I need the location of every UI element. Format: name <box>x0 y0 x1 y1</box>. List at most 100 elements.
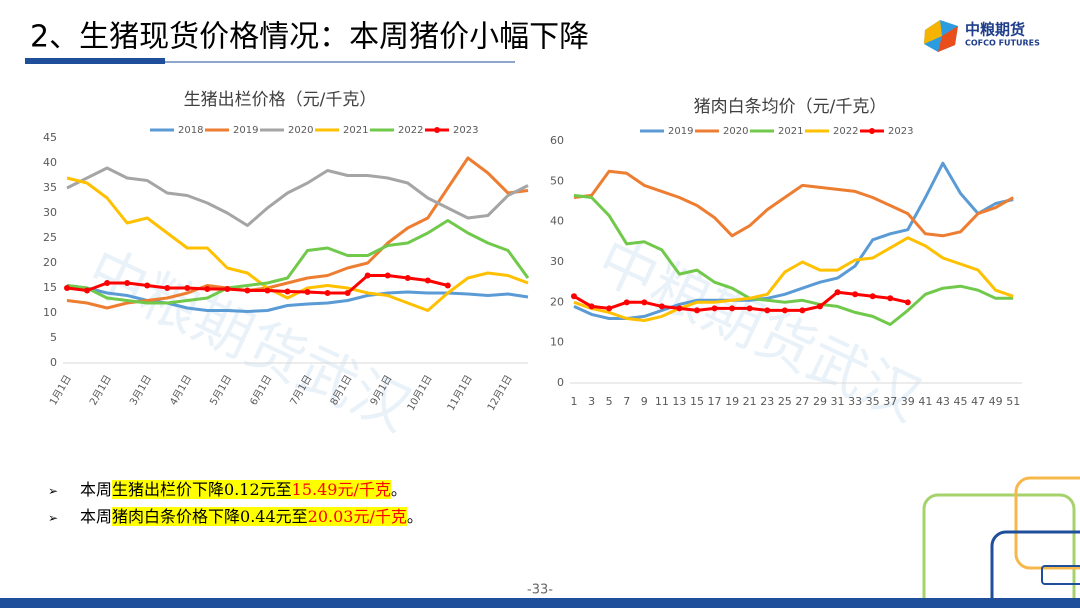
x-tick-label: 1 <box>571 395 578 408</box>
data-point <box>852 291 859 298</box>
y-tick-label: 0 <box>557 376 564 389</box>
data-point <box>64 285 70 291</box>
data-point <box>244 287 251 294</box>
x-tick-label: 31 <box>831 395 845 408</box>
data-point <box>799 307 806 314</box>
x-tick-label: 7 <box>623 395 630 408</box>
data-point <box>904 299 911 306</box>
x-tick-label: 11月1日 <box>445 373 475 413</box>
x-tick-label: 9 <box>641 395 648 408</box>
y-tick-label: 30 <box>43 206 57 219</box>
y-tick-label: 35 <box>43 181 57 194</box>
legend-label: 2019 <box>668 126 693 137</box>
logo-cn: 中粮期货 <box>965 21 1025 39</box>
data-point <box>204 286 211 292</box>
x-tick-label: 27 <box>795 395 809 408</box>
data-point <box>184 285 191 291</box>
bullet: ➢ 本周猪肉白条价格下降0.44元至20.03元/千克。 <box>48 503 423 527</box>
data-point <box>264 287 271 294</box>
y-tick-label: 10 <box>43 306 57 319</box>
data-point <box>124 280 131 286</box>
x-tick-label: 3月1日 <box>127 373 154 407</box>
data-point <box>164 285 171 291</box>
chart-title: 猪肉白条均价（元/千克） <box>694 97 887 117</box>
x-tick-label: 4月1日 <box>167 373 194 407</box>
title-bar <box>25 58 165 64</box>
legend-label: 2023 <box>453 125 478 136</box>
x-tick-label: 45 <box>954 395 968 408</box>
bullet-value: 15.49元/千克 <box>291 480 391 499</box>
data-point <box>364 272 371 279</box>
x-tick-label: 21 <box>743 395 757 408</box>
x-tick-label: 3 <box>588 395 595 408</box>
data-point <box>304 289 311 295</box>
data-point <box>693 307 700 314</box>
legend-label: 2023 <box>888 126 913 137</box>
chart-title: 生猪出栏价格（元/千克） <box>184 90 377 110</box>
x-tick-label: 47 <box>971 395 985 408</box>
y-tick-label: 10 <box>550 336 564 349</box>
bullet-text: 本周 <box>80 507 113 526</box>
legend-label: 2021 <box>343 125 368 136</box>
bullet: ➢ 本周生猪出栏价下降0.12元至15.49元/千克。 <box>48 476 407 500</box>
bullet-highlight: 生猪出栏价下降0.12元至 <box>112 480 292 499</box>
bullet-marker: ➢ <box>48 511 59 525</box>
y-tick-label: 40 <box>43 156 57 169</box>
data-point <box>764 307 771 314</box>
data-point <box>84 287 91 294</box>
legend-label: 2020 <box>723 126 748 137</box>
legend-label: 2019 <box>233 125 258 136</box>
bullet-text: 本周 <box>80 480 113 499</box>
logo-en: COFCO FUTURES <box>965 39 1040 48</box>
y-tick-label: 5 <box>50 331 57 344</box>
series-line <box>66 274 449 295</box>
x-tick-label: 15 <box>690 395 704 408</box>
x-tick-label: 23 <box>760 395 774 408</box>
x-tick-label: 39 <box>901 395 915 408</box>
data-point <box>104 280 111 286</box>
data-point <box>588 303 595 310</box>
bullet-marker: ➢ <box>48 484 59 498</box>
data-point <box>887 295 894 302</box>
x-tick-label: 25 <box>778 395 792 408</box>
data-point <box>344 290 351 296</box>
x-tick-label: 2月1日 <box>87 373 114 407</box>
page-number: -33- <box>527 583 553 598</box>
data-point <box>676 305 683 312</box>
data-point <box>424 277 431 284</box>
x-tick-label: 12月1日 <box>485 373 515 413</box>
x-tick-label: 1月1日 <box>47 373 74 407</box>
series-line <box>573 161 1014 320</box>
data-point <box>711 305 718 312</box>
data-point <box>571 293 577 300</box>
x-tick-label: 17 <box>708 395 722 408</box>
data-point <box>869 293 876 300</box>
data-point <box>834 289 841 296</box>
x-tick-label: 29 <box>813 395 827 408</box>
legend-label: 2021 <box>778 126 803 137</box>
x-tick-label: 49 <box>989 395 1003 408</box>
data-point <box>816 303 823 310</box>
bullet-text: 。 <box>390 480 407 499</box>
x-tick-label: 51 <box>1006 395 1020 408</box>
bullet-text: 。 <box>406 507 423 526</box>
legend-label: 2022 <box>833 126 858 137</box>
x-tick-label: 43 <box>936 395 950 408</box>
x-tick-label: 5月1日 <box>208 373 235 407</box>
logo: 中粮期货 COFCO FUTURES <box>924 20 1040 52</box>
y-tick-label: 20 <box>43 256 57 269</box>
series-line <box>573 193 1014 326</box>
y-tick-label: 40 <box>550 215 564 228</box>
data-point <box>746 305 753 312</box>
data-point <box>144 282 151 289</box>
x-tick-label: 13 <box>672 395 686 408</box>
data-point <box>781 307 788 314</box>
data-point <box>324 290 331 296</box>
x-tick-label: 11 <box>655 395 669 408</box>
data-point <box>384 272 391 279</box>
x-tick-label: 19 <box>725 395 739 408</box>
data-point <box>404 275 411 281</box>
data-point <box>641 299 648 306</box>
